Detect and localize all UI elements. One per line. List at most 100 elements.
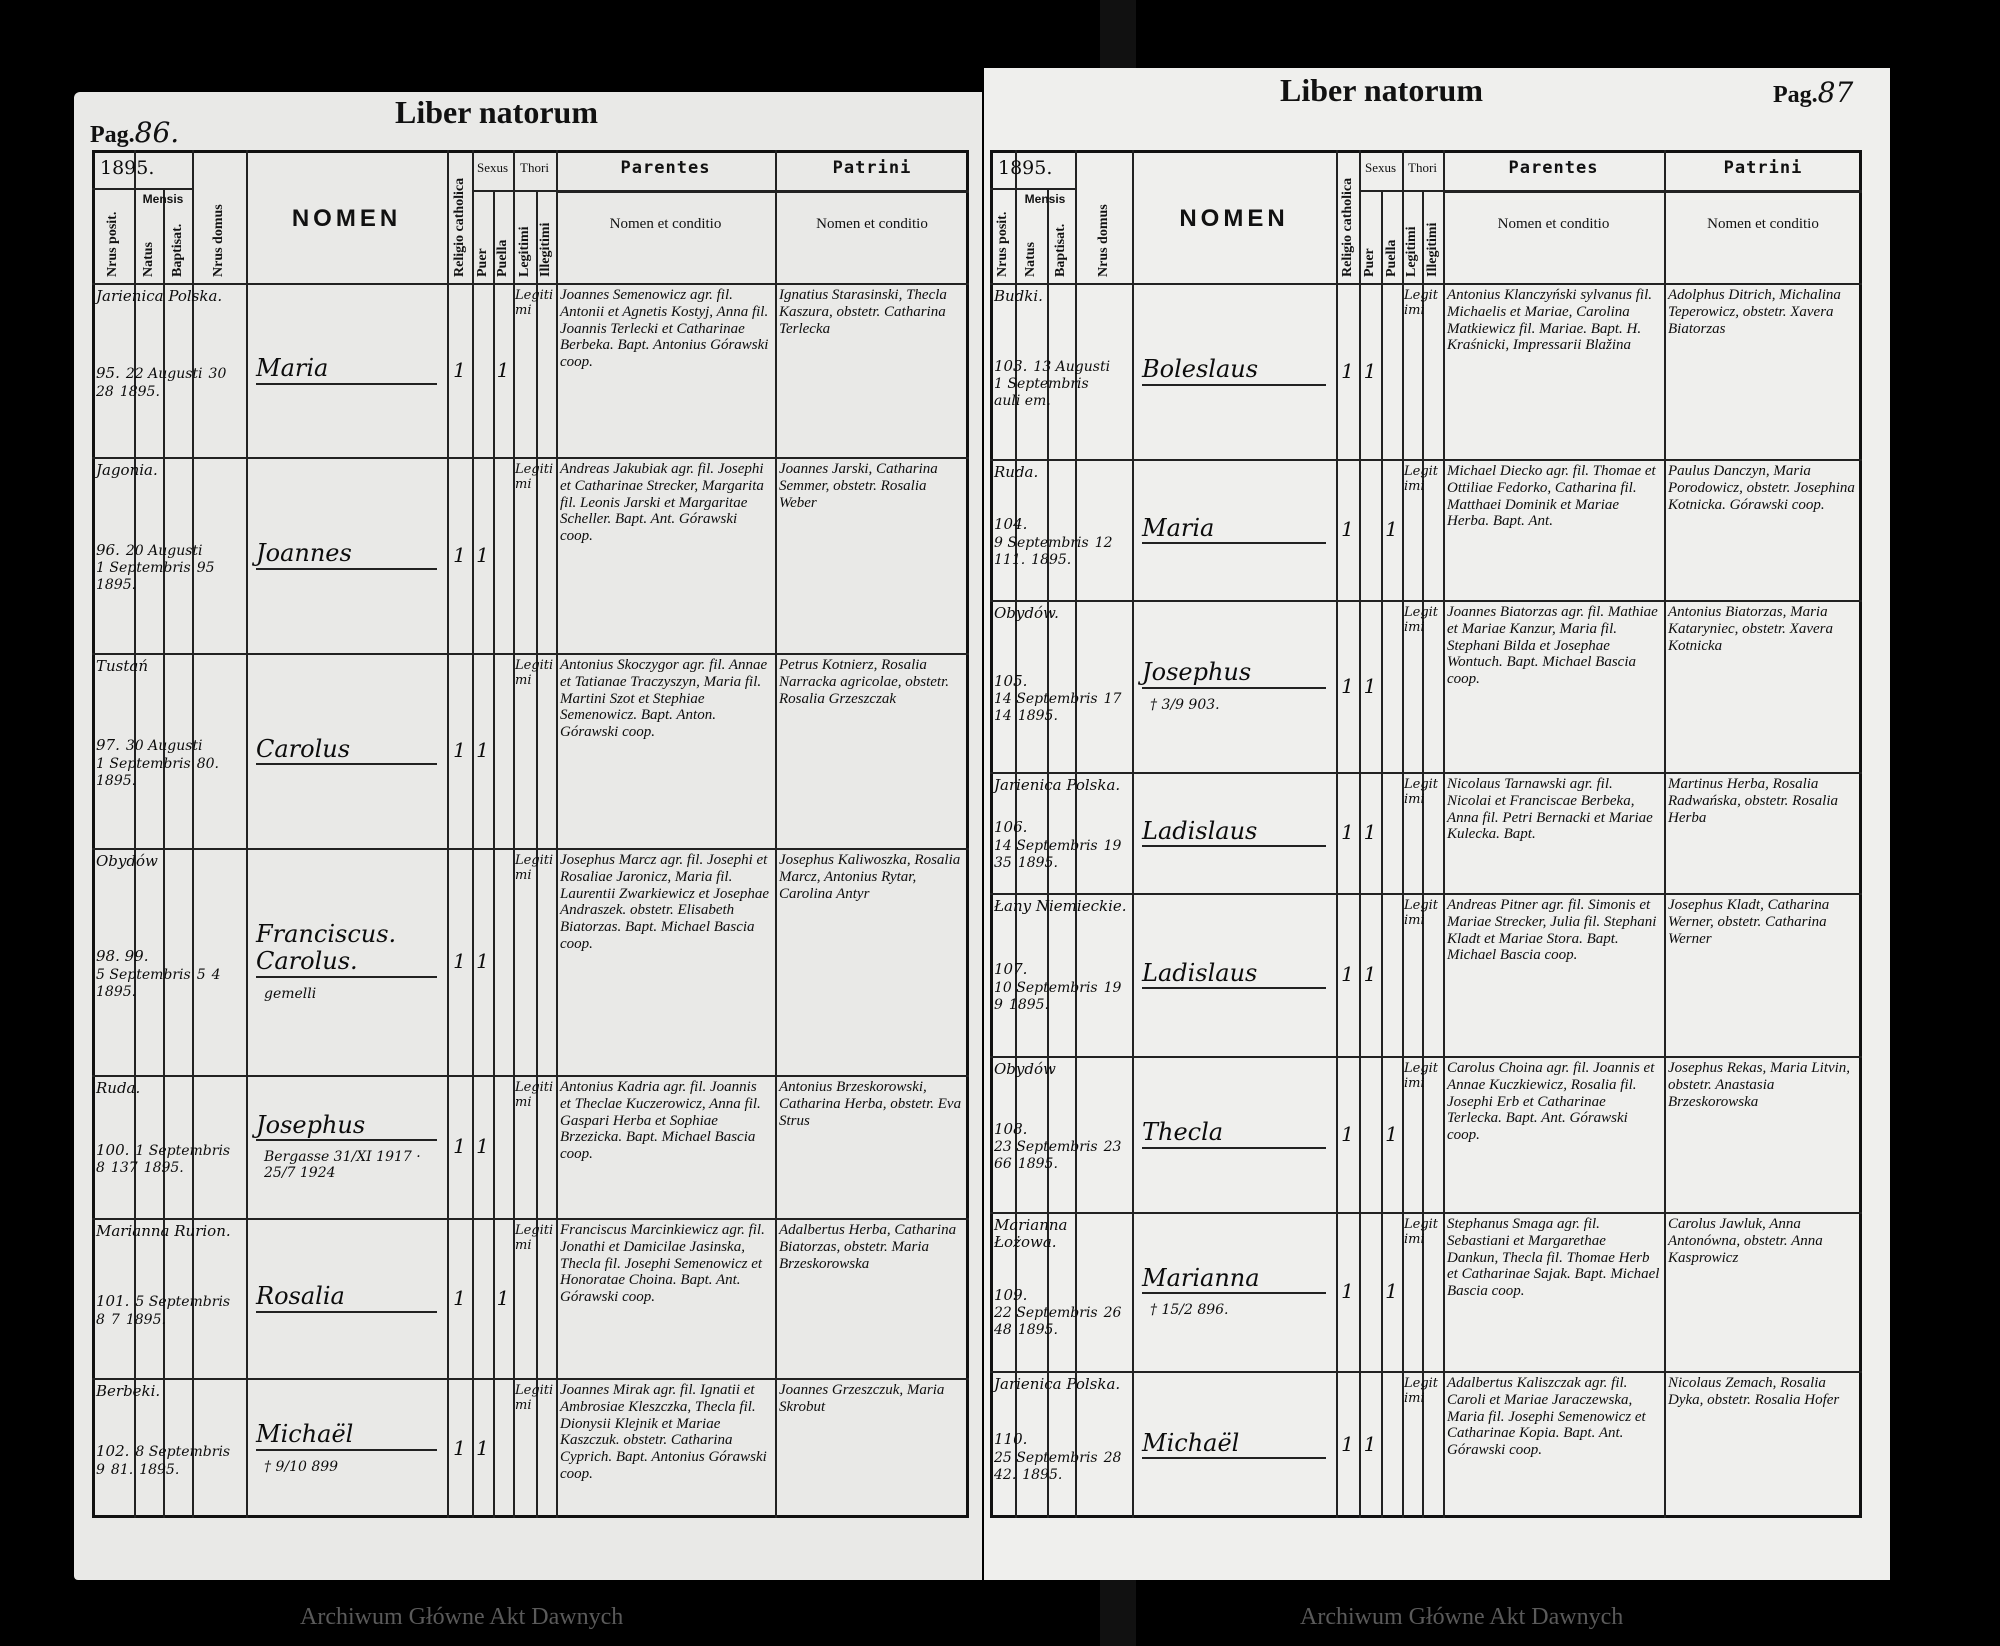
left_page-row-rule	[92, 1075, 969, 1077]
birth-entry-103-thori: Legitimi	[1404, 288, 1439, 318]
birth-entry-105-number: 105.	[994, 671, 1028, 690]
birth-entry-97-village: Tustań	[96, 657, 148, 675]
birth-entry-109-natus: 22 Septembris	[994, 1305, 1098, 1322]
left_page-subheader-rule	[556, 190, 969, 193]
birth-entry-106-name-cell: Ladislaus	[1142, 776, 1326, 889]
birth-entry-95-number: 95.	[96, 364, 120, 383]
birth-entry-107-patrini: Josephus Kladt, Catharina Werner, obstet…	[1668, 897, 1830, 947]
birth-entry-103-sex-cell: 1	[1359, 283, 1381, 459]
birth-entry-107-name: Ladislaus	[1142, 959, 1326, 990]
birth-entry-106-baptisat: 19	[1103, 837, 1122, 854]
birth-entry-107-year: 1895.	[1008, 996, 1050, 1013]
birth-entry-95-natus: 22 Augusti	[125, 366, 203, 383]
birth-entry-108-religio-cell: 1	[1336, 1056, 1359, 1212]
left_page-header-nomen: NOMEN	[291, 205, 402, 232]
birth-entry-9899-religio-cell: 1	[447, 848, 472, 1075]
birth-entry-95-dates-row: 95. 22 Augusti 30 28 1895.	[96, 364, 242, 400]
birth-entry-9899-domus: 4	[211, 966, 221, 983]
birth-entry-110-patrini: Nicolaus Zemach, Rosalia Dyka, obstetr. …	[1668, 1375, 1840, 1408]
birth-entry-100-natus: 1 Septembris	[135, 1142, 231, 1159]
birth-entry-96-patrini: Joannes Jarski, Catharina Semmer, obstet…	[779, 461, 938, 511]
birth-entry-105-dates-row: 105. 14 Septembris 17 14 1895.	[994, 671, 1128, 724]
birth-entry-95-sex-mark: 1	[496, 357, 510, 382]
birth-entry-103-baptisat: 1 Septembris	[994, 376, 1089, 393]
right_page-year: 1895.	[998, 157, 1053, 179]
left_page-column-rule	[192, 150, 194, 1518]
birth-entry-107-natus: 10 Septembris	[994, 979, 1098, 996]
right_page-column-rule	[1422, 190, 1424, 1518]
birth-entry-97-dates-cell: Tustań 97. 30 Augusti 1 Septembris 80. 1895.	[96, 657, 242, 845]
birth-entry-97-baptisat: 1 Septembris	[96, 755, 191, 772]
birth-entry-109-parents: Stephanus Smaga agr. fil. Sebastiani et …	[1447, 1216, 1660, 1300]
birth-entry-102-village: Berbeki.	[96, 1382, 161, 1400]
birth-entry-97-patrini: Petrus Kotnierz, Rosalia Narracka agrico…	[779, 657, 949, 707]
birth-entry-108-village: Obydów	[994, 1060, 1056, 1078]
birth-entry-101-village: Marianna Rurion.	[96, 1222, 231, 1240]
birth-entry-100-patrini: Antonius Brzeskorowski, Catharina Herba,…	[779, 1079, 962, 1129]
right_page-row-rule	[990, 600, 1862, 602]
birth-entry-105-name: Josephus	[1142, 659, 1326, 689]
left_page-header-illegitimi: Illegitimi	[538, 222, 553, 277]
birth-entry-102-sex-cell: 1	[472, 1378, 493, 1518]
right_page-column-rule	[1381, 190, 1383, 1518]
birth-entry-107-sex-mark: 1	[1363, 962, 1377, 986]
birth-entry-108-patrini: Josephus Rekas, Maria Litvin, obstetr. A…	[1668, 1060, 1851, 1110]
birth-entry-97-religio-cell: 1	[447, 653, 472, 848]
birth-entry-95-patrini: Ignatius Starasinski, Thecla Kaszura, ob…	[779, 287, 947, 337]
birth-entry-96-parents: Andreas Jakubiak agr. fil. Josephi et Ca…	[560, 461, 764, 545]
birth-entry-107-dates-cell: Łany Niemieckie. 107. 10 Septembris 19 9 1895…	[994, 897, 1128, 1053]
birth-entry-96-dates-cell: Jagonia. 96. 20 Augusti 1 Septembris 95 1895.	[96, 461, 242, 650]
right_page-header-illegitimi: Illegitimi	[1424, 222, 1440, 277]
right_page-column-rule	[1664, 150, 1666, 1518]
birth-entry-106-name: Ladislaus	[1142, 817, 1326, 848]
birth-entry-106-year: 1895.	[1017, 854, 1058, 871]
right_page-column-rule	[1132, 150, 1134, 1518]
birth-entry-104-sex-mark: 1	[1385, 517, 1398, 541]
birth-entry-104-natus: 9 Septembris	[994, 534, 1089, 551]
birth-entry-107-baptisat: 19	[1103, 979, 1122, 996]
birth-entry-101-sex-mark: 1	[496, 1285, 510, 1310]
birth-entry-102-domus: 81.	[110, 1461, 134, 1478]
birth-entry-96-sex-cell: 1	[472, 457, 493, 653]
birth-entry-104-dates-row: 104. 9 Septembris 12 111. 1895.	[994, 516, 1128, 568]
birth-entry-109-number: 109.	[994, 1286, 1028, 1305]
page-label: Pag.	[90, 122, 135, 148]
birth-entry-108-parents: Carolus Choina agr. fil. Joannis et Anna…	[1447, 1060, 1655, 1144]
birth-entry-95-year: 1895.	[119, 383, 160, 400]
birth-entry-102-dates-row: 102. 8 Septembris 9 81. 1895.	[96, 1442, 242, 1478]
birth-entry-104-village: Ruda.	[994, 463, 1039, 481]
left_page-header-puer: Puer	[474, 248, 490, 277]
birth-entry-100-domus: 137	[110, 1160, 138, 1177]
right_page-column-rule	[1402, 150, 1404, 1518]
binding-spine-bottom	[1100, 1580, 1136, 1646]
birth-entry-100-sex-mark: 1	[476, 1134, 489, 1158]
right_page-header-religio: Religio catholica	[1339, 177, 1355, 277]
birth-entry-100-parents: Antonius Kadria agr. fil. Joannis et The…	[560, 1079, 761, 1163]
birth-entry-107-parents: Andreas Pitner agr. fil. Simonis et Mari…	[1447, 897, 1657, 964]
birth-entry-106-number: 106.	[994, 818, 1028, 837]
birth-entry-102-natus: 8 Septembris	[135, 1444, 231, 1461]
birth-entry-110-name-cell: Michaël	[1142, 1375, 1326, 1514]
birth-entry-109-name: Marianna	[1142, 1264, 1326, 1295]
right_page-row-rule	[990, 283, 1862, 285]
birth-entry-104-religio-mark: 1	[1341, 517, 1354, 541]
right_page-row-rule	[990, 893, 1862, 895]
left_page-row-rule	[92, 653, 969, 655]
left_page-column-rule	[513, 150, 515, 1518]
birth-entry-96-name-cell: Joannes	[256, 461, 437, 649]
birth-entry-101-thori: Legitimi	[515, 1223, 554, 1253]
birth-entry-95-parents: Joannes Semenowicz agr. fil. Antonii et …	[560, 287, 769, 371]
left_page-column-rule	[556, 150, 558, 1518]
birth-entry-102-baptisat: 9	[96, 1461, 105, 1478]
right_page-table	[990, 150, 1862, 1518]
birth-entry-110-dates-row: 110. 25 Septembris 28 42. 1895.	[994, 1431, 1128, 1483]
birth-entry-100-name: Josephus	[256, 1111, 437, 1142]
birth-entry-108-name: Thecla	[1142, 1119, 1326, 1149]
birth-entry-106-sex-cell: 1	[1359, 772, 1381, 893]
left_page-row-rule	[92, 283, 969, 285]
left_page-column-rule	[163, 188, 165, 1518]
birth-entry-102-number: 102.	[96, 1442, 130, 1461]
birth-entry-106-parents: Nicolaus Tarnawski agr. fil. Nicolai et …	[1447, 776, 1653, 843]
left_page-column-rule	[536, 190, 538, 1518]
birth-entry-9899-parents: Josephus Marcz agr. fil. Josephi et Rosa…	[560, 852, 770, 952]
